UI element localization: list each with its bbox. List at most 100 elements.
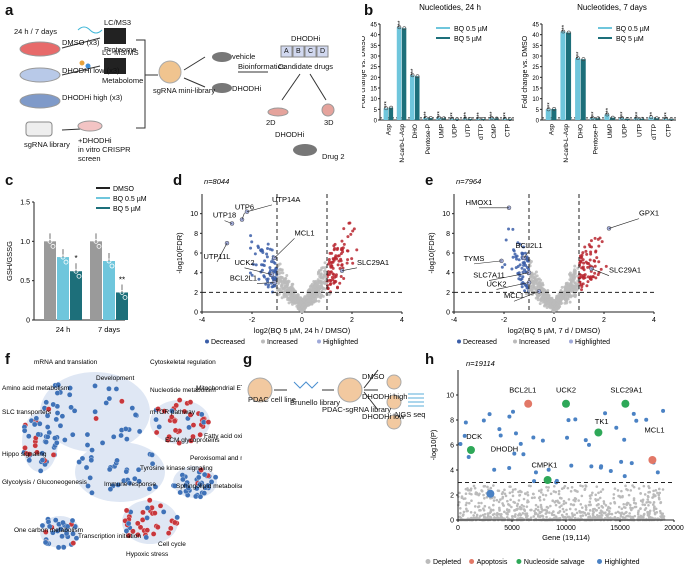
b-bar — [668, 119, 674, 120]
volcano-leader — [216, 243, 228, 263]
h-point — [523, 509, 527, 513]
h-hit — [554, 478, 559, 483]
volcano-leader — [488, 272, 530, 281]
h-legend-dot — [469, 559, 475, 564]
h-hit — [569, 463, 574, 468]
f-label: One carbon metabolism — [14, 527, 83, 534]
h-point — [552, 516, 556, 520]
f-node — [205, 419, 212, 425]
h-point — [610, 512, 614, 516]
volcano-label: UTP11L — [204, 252, 231, 261]
f-node — [89, 447, 95, 453]
h-point — [464, 503, 468, 507]
panel-label-a: a — [5, 2, 14, 19]
volcano-point — [335, 248, 339, 252]
h-point — [655, 511, 659, 514]
volcano-point — [265, 252, 269, 256]
b-ytick-label: 45 — [370, 23, 377, 29]
volcano-point — [257, 277, 261, 281]
volcano-ylabel: -log10(FDR) — [175, 232, 184, 274]
a-drug2: Drug 2 — [322, 152, 345, 161]
volcano-point — [566, 286, 570, 290]
c-point — [44, 233, 50, 239]
f-node — [173, 402, 179, 409]
volcano-point — [253, 252, 257, 256]
volcano-point — [288, 297, 292, 301]
h-point — [601, 488, 605, 491]
h-point — [628, 503, 632, 507]
volcano-point — [349, 232, 353, 236]
volcano-legend-dot — [457, 339, 461, 344]
h-point — [473, 486, 477, 490]
b-legend-label: BQ 5 µM — [454, 36, 482, 43]
h-point — [489, 508, 493, 511]
panel-label-f: f — [5, 351, 10, 368]
h-hit — [531, 435, 536, 440]
h-point — [644, 506, 648, 510]
proteome-glyph — [77, 26, 103, 34]
b-bar — [507, 119, 512, 120]
b-stars: *** — [477, 112, 483, 120]
h-point — [460, 495, 464, 498]
h-point — [507, 510, 511, 513]
f-node — [174, 514, 180, 521]
h-point — [498, 509, 501, 512]
b-ytick-label: 25 — [370, 65, 377, 71]
volcano-leader — [256, 282, 275, 284]
h-point — [564, 501, 568, 505]
f-node — [201, 419, 207, 425]
h-point — [562, 502, 566, 506]
volcano-point — [573, 281, 577, 285]
panel-label-g: g — [243, 351, 253, 368]
h-highlight — [486, 489, 495, 498]
g-dish-low — [386, 414, 402, 430]
h-point — [652, 501, 656, 504]
h-point — [480, 501, 483, 505]
c-point — [50, 243, 56, 249]
h-point — [621, 494, 624, 498]
f-node — [193, 493, 199, 500]
volcano-point — [278, 262, 282, 266]
volcano-point — [280, 296, 284, 300]
h-point — [477, 517, 481, 520]
f-node — [45, 406, 52, 412]
volcano-point — [596, 273, 600, 277]
volcano-point — [256, 246, 260, 250]
f-node — [169, 414, 175, 420]
b-category: UTP — [636, 124, 643, 137]
h-point — [598, 511, 602, 515]
volcano-point — [266, 242, 270, 246]
f-node — [149, 452, 155, 458]
volcano-point — [581, 275, 585, 279]
h-point — [659, 515, 662, 518]
volcano-point — [334, 254, 338, 258]
volcano-highlight — [224, 240, 230, 246]
h-point — [595, 485, 599, 488]
h-point — [612, 493, 616, 496]
h-point — [574, 508, 578, 511]
volcano-point — [568, 271, 572, 275]
h-point — [549, 492, 553, 496]
volcano-point — [281, 271, 285, 275]
f-node — [124, 436, 130, 442]
f-node — [70, 431, 76, 438]
h-xtick-label: 20000 — [664, 525, 684, 532]
volcano-point — [332, 273, 336, 277]
f-cluster-bg — [75, 442, 165, 502]
h-point — [486, 512, 490, 515]
b-stars: *** — [424, 111, 430, 119]
h-highlight — [648, 456, 657, 464]
volcano-point — [287, 279, 291, 283]
h-point — [473, 511, 477, 514]
b-legend-label: BQ 0.5 µM — [616, 26, 650, 33]
h-point — [579, 514, 582, 518]
c-legend-label: BQ 5 µM — [113, 206, 141, 213]
b-bar — [481, 118, 486, 120]
f-node — [59, 533, 65, 539]
h-point — [550, 512, 554, 515]
f-node — [43, 529, 49, 535]
h-point — [552, 490, 556, 493]
f-node — [99, 440, 106, 446]
volcano-point — [319, 273, 323, 277]
volcano-point — [294, 297, 298, 301]
